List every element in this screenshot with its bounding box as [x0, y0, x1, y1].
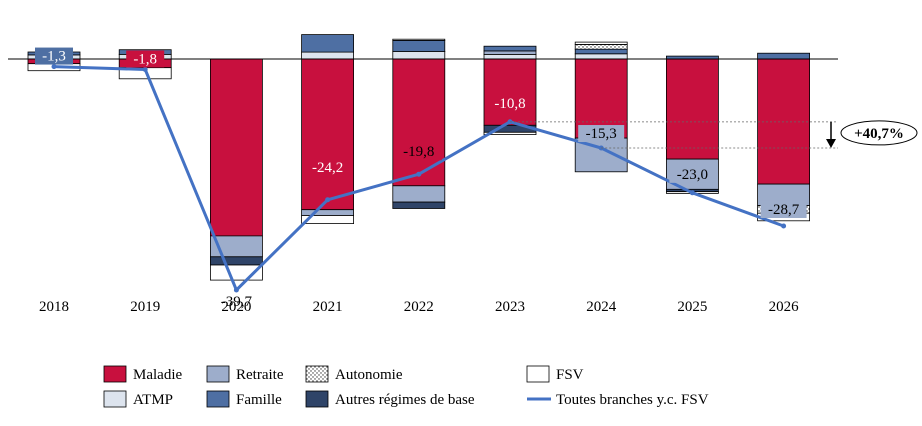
data-label-bg-2023 [487, 94, 533, 112]
bar-famille-2021 [301, 34, 355, 53]
bar-fsv-2022 [392, 38, 446, 41]
data-label-bg-2024 [578, 125, 625, 143]
data-label-2023: -10,8 [494, 96, 525, 112]
legend-label-maladie: Maladie [133, 367, 182, 383]
bar-autres-regimes-de-base-2022 [392, 201, 446, 209]
data-label-bg-2022 [395, 143, 442, 161]
legend-swatch-autonomie [305, 365, 329, 383]
bar-famille-2022 [392, 40, 446, 52]
x-tick-2019: 2019 [130, 299, 160, 315]
annotation-label: +40,7% [854, 126, 904, 142]
x-tick-2021: 2021 [313, 299, 343, 315]
bar-fsv-2023 [483, 131, 537, 136]
line-point-2020 [233, 287, 239, 293]
legend-swatch-fsv [526, 365, 550, 383]
bar-maladie-2024 [574, 58, 628, 139]
legend-label-retraite: Retraite [236, 367, 284, 383]
bar-maladie-2020 [209, 58, 263, 237]
line-point-2025 [689, 190, 695, 196]
bar-maladie-2021 [301, 58, 355, 211]
annotation-ellipse [840, 120, 918, 146]
line-point-2026 [781, 223, 787, 229]
legend-label-autres-regimes-de-base: Autres régimes de base [335, 392, 475, 408]
bar-retraite-2021 [301, 209, 355, 216]
bar-retraite-2023 [483, 50, 537, 55]
data-label-bg-2025 [669, 165, 716, 183]
line-point-2022 [416, 171, 422, 177]
x-tick-2026: 2026 [769, 299, 800, 315]
bar-autonomie-2024 [574, 44, 628, 50]
x-tick-2023: 2023 [495, 299, 525, 315]
data-label-2024: -15,3 [586, 126, 617, 142]
legend-swatch-atmp [103, 390, 127, 408]
bar-maladie-2022 [392, 58, 446, 187]
legend-label-autonomie: Autonomie [335, 367, 403, 383]
data-label-2019: -1,8 [133, 51, 157, 67]
bar-atmp-2022 [392, 51, 446, 60]
legend-label-atmp: ATMP [133, 392, 173, 408]
legend-label-toutes-branches-y-c-fsv: Toutes branches y.c. FSV [556, 392, 709, 408]
bar-maladie-2023 [483, 58, 537, 126]
data-label-2025: -23,0 [677, 167, 708, 183]
x-tick-2020: 2020 [221, 299, 251, 315]
bar-autres-regimes-de-base-2020 [209, 256, 263, 266]
data-label-bg-2021 [304, 158, 351, 176]
data-label-2022: -19,8 [403, 144, 434, 160]
bar-fsv-2021 [301, 215, 355, 225]
bar-maladie-2025 [666, 58, 719, 160]
arrow-down-icon [826, 139, 836, 149]
bar-famille-2023 [483, 45, 537, 52]
bar-atmp-2021 [301, 51, 355, 60]
x-tick-2018: 2018 [39, 299, 69, 315]
bar-atmp-2023 [483, 53, 537, 60]
data-label-2020: -39,7 [221, 294, 253, 310]
data-label-bg-2026 [760, 200, 807, 218]
data-label-bg-2018 [35, 47, 73, 65]
legend-swatch-autres-regimes-de-base [305, 390, 329, 408]
line-point-2019 [142, 67, 148, 72]
bar-famille-2024 [574, 48, 628, 55]
data-label-2026: -28,7 [768, 202, 800, 218]
x-tick-2025: 2025 [677, 299, 707, 315]
legend-swatch-famille [206, 390, 230, 408]
bar-atmp-2024 [574, 53, 628, 60]
line-point-2021 [325, 197, 331, 203]
legend-label-famille: Famille [236, 392, 282, 408]
data-label-2021: -24,2 [312, 160, 343, 176]
bar-retraite-2022 [392, 185, 446, 203]
legend-label-fsv: FSV [556, 367, 584, 383]
legend-swatch-maladie [103, 365, 127, 383]
data-label-bg-2019 [126, 50, 165, 68]
data-label-bg-2020 [213, 293, 260, 310]
bar-fsv-2024 [574, 41, 628, 45]
x-tick-2024: 2024 [586, 299, 617, 315]
bar-famille-2026 [757, 52, 810, 60]
x-tick-2022: 2022 [404, 299, 434, 315]
legend-swatch-retraite [206, 365, 230, 383]
data-label-2018: -1,3 [42, 49, 66, 65]
line-point-2018 [51, 64, 57, 70]
